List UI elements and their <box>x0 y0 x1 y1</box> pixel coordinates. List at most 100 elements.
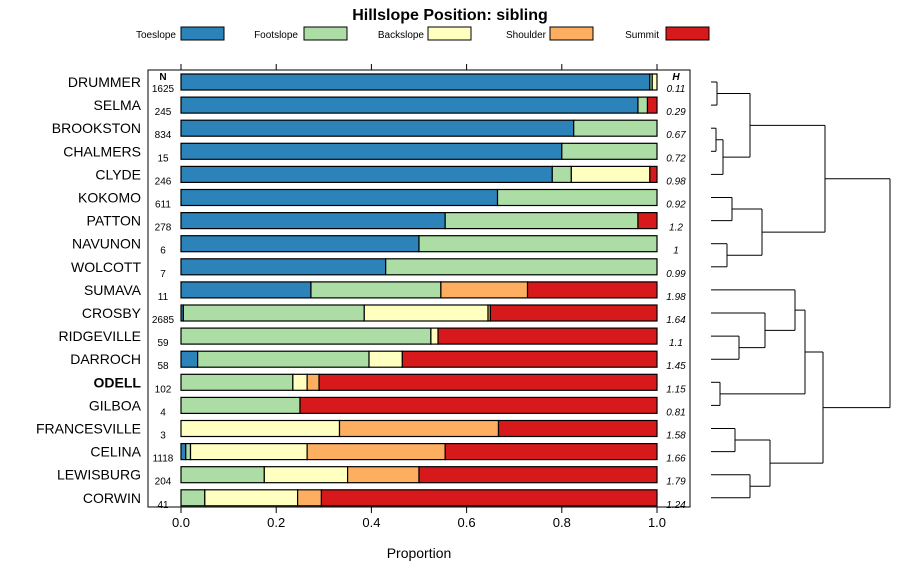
bar-segment-footslope <box>180 489 206 507</box>
row-label: CELINA <box>90 444 141 460</box>
row-label: PATTON <box>87 213 141 229</box>
legend-label-footslope: Footslope <box>254 30 298 41</box>
bar-segment-footslope <box>637 96 649 114</box>
bar-row-celina: CELINA 1118 1.66 <box>90 443 686 465</box>
bar-segment-footslope <box>561 142 658 160</box>
bar-segment-footslope <box>551 165 572 183</box>
bar-segment-summit <box>649 165 658 183</box>
bar-row-patton: PATTON 278 1.2 <box>87 212 683 234</box>
bar-segment-footslope <box>310 281 442 299</box>
bar-row-lewisburg: LEWISBURG 204 1.79 <box>57 466 686 488</box>
row-n-value: 278 <box>155 223 172 234</box>
row-h-value: 1.24 <box>666 500 686 511</box>
bar-segment-shoulder <box>338 419 500 438</box>
legend-label-backslope: Backslope <box>378 30 425 41</box>
row-n-value: 1118 <box>153 454 174 465</box>
bar-segment-summit <box>526 281 658 299</box>
row-h-value: 0.92 <box>666 200 686 211</box>
row-label: KOKOMO <box>78 190 141 206</box>
x-tick-label: 0.2 <box>267 515 285 530</box>
row-h-value: 0.81 <box>666 407 685 418</box>
plot-frame <box>147 69 691 508</box>
row-h-value: 1.98 <box>666 292 686 303</box>
bar-row-chalmers: CHALMERS 15 0.72 <box>63 142 686 164</box>
bar-row-wolcott: WOLCOTT 7 0.99 <box>71 258 686 280</box>
row-label: RIDGEVILLE <box>59 328 141 344</box>
legend-swatch-summit <box>665 26 710 41</box>
row-n-value: 102 <box>155 384 172 395</box>
bar-segment-backslope <box>430 327 439 345</box>
bar-segment-footslope <box>444 212 639 230</box>
row-h-value: 0.67 <box>666 130 686 141</box>
bar-segment-summit <box>320 489 658 507</box>
row-n-value: 6 <box>160 246 166 257</box>
bar-segment-toeslope <box>180 73 651 91</box>
row-h-value: 1.15 <box>666 384 686 395</box>
row-n-value: 204 <box>155 477 172 488</box>
row-n-value: 15 <box>157 153 169 164</box>
x-tick-label: 0.0 <box>172 515 190 530</box>
row-h-value: 1.58 <box>666 431 686 442</box>
bar-segment-toeslope <box>180 212 446 230</box>
bar-segment-summit <box>299 396 658 414</box>
row-label: FRANCESVILLE <box>36 421 141 437</box>
bar-segment-summit <box>637 212 658 230</box>
row-h-value: 0.29 <box>666 107 686 118</box>
legend-label-summit: Summit <box>625 30 659 41</box>
bar-segment-footslope <box>180 373 294 391</box>
x-tick-label: 0.8 <box>553 515 571 530</box>
legend-swatch-backslope <box>427 26 472 41</box>
x-tick-label: 0.4 <box>362 515 380 530</box>
bar-row-kokomo: KOKOMO 611 0.92 <box>78 188 686 211</box>
bar-segment-backslope <box>180 419 341 438</box>
row-n-value: 11 <box>158 292 169 303</box>
bar-segment-toeslope <box>180 165 553 183</box>
bar-segment-summit <box>418 466 658 484</box>
row-n-value: 834 <box>155 130 172 141</box>
legend-swatch-toeslope <box>180 26 225 41</box>
x-axis: 0.0 0.2 0.4 0.6 0.8 1.0 <box>172 64 666 530</box>
bar-segment-shoulder <box>440 281 529 299</box>
row-n-value: 3 <box>160 431 166 442</box>
row-h-value: 1.66 <box>666 454 686 465</box>
bar-segment-backslope <box>651 73 658 91</box>
bar-segment-footslope <box>182 304 365 322</box>
bar-segment-backslope <box>263 466 349 484</box>
row-n-value: 2685 <box>152 315 175 326</box>
bar-row-crosby: CROSBY 2685 1.64 <box>82 304 686 326</box>
bar-segment-footslope <box>418 235 658 253</box>
bar-row-clyde: CLYDE 246 0.98 <box>95 165 686 187</box>
bar-row-darroch: DARROCH 58 1.45 <box>70 350 686 372</box>
row-label: DARROCH <box>70 351 141 367</box>
row-h-value: 0.11 <box>667 84 686 95</box>
bar-segment-footslope <box>180 466 265 484</box>
bar-row-brookston: BROOKSTON 834 0.67 <box>52 119 686 141</box>
bar-segment-summit <box>401 350 658 368</box>
row-h-value: 0.98 <box>666 176 686 187</box>
bar-segment-backslope <box>368 350 403 368</box>
row-n-value: 246 <box>155 176 172 187</box>
row-label: WOLCOTT <box>71 259 141 275</box>
legend-label-shoulder: Shoulder <box>506 30 547 41</box>
bar-row-navunon: NAVUNON 6 1 <box>72 235 679 257</box>
row-label: ODELL <box>94 374 142 390</box>
row-label: LEWISBURG <box>57 467 141 483</box>
legend-swatch-shoulder <box>549 26 594 41</box>
row-h-value: 0.99 <box>666 269 686 280</box>
row-n-value: 7 <box>160 269 166 280</box>
row-n-value: 59 <box>157 338 169 349</box>
legend-swatch-footslope <box>303 26 348 41</box>
bar-segment-backslope <box>189 443 308 461</box>
bar-segment-backslope <box>204 489 299 507</box>
bar-segment-summit <box>318 373 658 391</box>
bar-segment-toeslope <box>180 188 499 207</box>
row-h-value: 1 <box>673 246 679 257</box>
row-n-value: 1625 <box>152 84 175 95</box>
bar-row-odell: ODELL 102 1.15 <box>94 373 686 395</box>
bar-segment-toeslope <box>180 235 420 253</box>
row-label: CHALMERS <box>63 143 141 159</box>
row-label: GILBOA <box>89 397 142 413</box>
row-label: DRUMMER <box>68 74 141 90</box>
row-n-value: 58 <box>157 361 169 372</box>
row-n-value: 4 <box>160 407 166 418</box>
